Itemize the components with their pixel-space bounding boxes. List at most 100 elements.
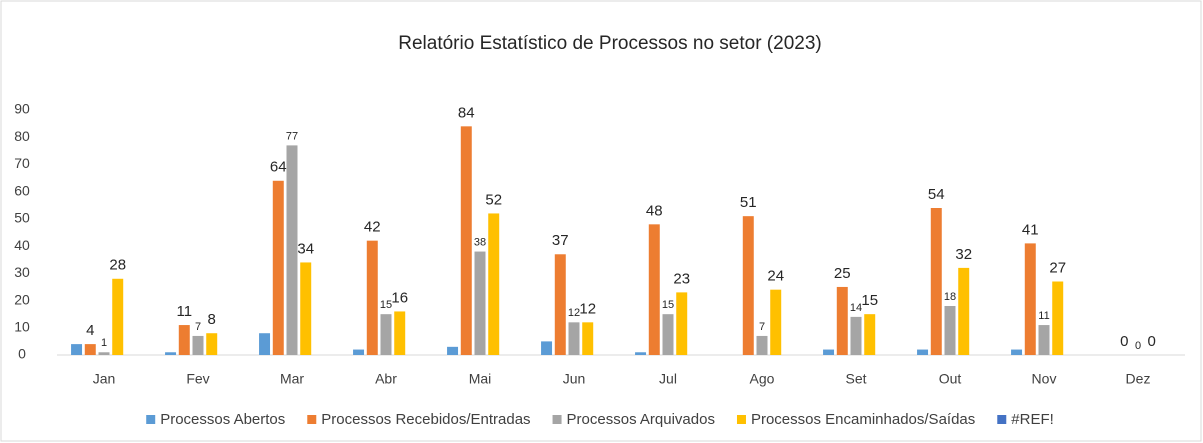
bar xyxy=(836,286,848,355)
data-label: 32 xyxy=(955,246,972,263)
data-label: 25 xyxy=(834,265,851,282)
y-tick-label: 40 xyxy=(14,237,30,253)
data-label: 11 xyxy=(176,303,192,320)
data-label: 38 xyxy=(474,236,486,248)
bar xyxy=(676,292,688,355)
y-tick-label: 30 xyxy=(14,264,30,280)
bar xyxy=(447,346,459,355)
data-label: 4 xyxy=(86,322,94,339)
legend-label: #REF! xyxy=(1011,411,1054,428)
legend-swatch xyxy=(997,415,1007,424)
legend-swatch xyxy=(736,415,746,424)
x-tick-label: Mar xyxy=(280,371,304,387)
x-tick-label: Jan xyxy=(93,371,116,387)
y-tick-label: 80 xyxy=(14,128,30,144)
data-label: 12 xyxy=(568,307,580,319)
x-tick-label: Out xyxy=(939,371,962,387)
x-tick-label: Mai xyxy=(469,371,492,387)
data-label: 48 xyxy=(646,202,663,219)
data-label: 42 xyxy=(364,219,381,236)
bar xyxy=(850,316,862,355)
legend-swatch xyxy=(307,415,317,424)
data-label: 18 xyxy=(944,291,956,303)
x-tick-label: Ago xyxy=(750,371,775,387)
y-tick-label: 60 xyxy=(14,182,30,198)
bar xyxy=(823,349,835,355)
bar xyxy=(71,344,83,355)
x-tick-label: Jul xyxy=(659,371,677,387)
data-label: 8 xyxy=(208,311,216,328)
bar xyxy=(917,349,929,355)
bar xyxy=(286,145,298,355)
data-label: 14 xyxy=(850,302,862,314)
data-label: 84 xyxy=(458,104,475,121)
data-label: 28 xyxy=(109,257,126,274)
bar xyxy=(112,278,124,355)
bar xyxy=(582,322,594,355)
bar xyxy=(662,314,674,355)
data-label: 7 xyxy=(759,321,765,333)
bar xyxy=(300,262,312,355)
bar xyxy=(394,311,406,355)
bar xyxy=(930,208,942,355)
data-label: 16 xyxy=(391,289,408,306)
bar xyxy=(1024,243,1036,355)
bar xyxy=(178,325,190,355)
y-tick-label: 0 xyxy=(18,346,26,362)
bar xyxy=(272,180,284,355)
data-label: 15 xyxy=(380,299,392,311)
bar xyxy=(864,314,876,355)
data-label: 0 xyxy=(1120,333,1128,350)
legend-label: Processos Abertos xyxy=(160,411,285,428)
bar xyxy=(488,213,500,355)
bar xyxy=(1038,325,1050,355)
data-label: 64 xyxy=(270,159,287,176)
data-label: 37 xyxy=(552,232,569,249)
x-tick-label: Dez xyxy=(1126,371,1151,387)
data-label: 1 xyxy=(101,337,107,349)
bar xyxy=(635,352,647,355)
data-label: 7 xyxy=(195,321,201,333)
data-label: 12 xyxy=(579,300,596,317)
data-label: 15 xyxy=(662,299,674,311)
bar xyxy=(380,314,392,355)
y-tick-label: 90 xyxy=(14,101,30,117)
bar xyxy=(541,341,553,355)
legend-label: Processos Recebidos/Entradas xyxy=(321,411,530,428)
legend-swatch xyxy=(146,415,156,424)
x-tick-label: Abr xyxy=(375,371,397,387)
data-label: 54 xyxy=(928,186,945,203)
bar xyxy=(958,267,970,355)
data-label: 27 xyxy=(1049,259,1066,276)
y-tick-label: 50 xyxy=(14,210,30,226)
x-tick-label: Nov xyxy=(1032,371,1057,387)
bar xyxy=(770,289,782,355)
bar xyxy=(259,333,271,355)
bar xyxy=(366,240,378,355)
bar xyxy=(944,306,956,355)
bar xyxy=(165,352,177,355)
bar xyxy=(460,126,472,355)
bar xyxy=(192,335,204,355)
bar xyxy=(84,344,96,355)
x-tick-label: Fev xyxy=(186,371,209,387)
bar xyxy=(648,224,660,355)
data-label: 0 xyxy=(1148,333,1156,350)
y-tick-label: 20 xyxy=(14,291,30,307)
chart-title: Relatório Estatístico de Processos no se… xyxy=(398,33,821,54)
x-tick-label: Jun xyxy=(563,371,586,387)
data-label: 34 xyxy=(297,240,314,257)
y-tick-label: 70 xyxy=(14,155,30,171)
legend-swatch xyxy=(552,415,562,424)
data-label: 77 xyxy=(286,130,298,142)
data-label: 11 xyxy=(1038,310,1049,322)
data-label: 23 xyxy=(673,270,690,287)
y-tick-label: 10 xyxy=(14,318,30,334)
bar xyxy=(568,322,580,355)
bar xyxy=(1052,281,1064,355)
legend-label: Processos Arquivados xyxy=(567,411,715,428)
bar xyxy=(353,349,365,355)
bar xyxy=(206,333,218,355)
x-tick-label: Set xyxy=(845,371,866,387)
